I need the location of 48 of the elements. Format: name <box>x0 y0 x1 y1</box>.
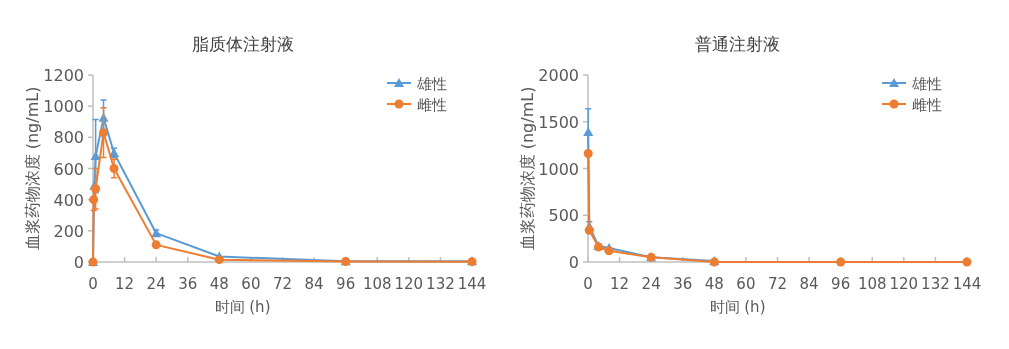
x-tick-label: 120 <box>889 275 919 293</box>
x-tick-label: 24 <box>146 275 166 293</box>
x-tick-label: 12 <box>610 275 630 293</box>
x-tick-label: 60 <box>736 275 756 293</box>
x-tick-label: 60 <box>241 275 261 293</box>
x-tick-label: 48 <box>209 275 229 293</box>
x-tick-label: 0 <box>583 275 593 293</box>
x-tick-label: 96 <box>831 275 851 293</box>
y-tick-label: 1000 <box>43 97 84 117</box>
y-tick-label: 500 <box>548 206 579 226</box>
x-tick-label: 108 <box>362 275 392 293</box>
x-tick-label: 36 <box>673 275 693 293</box>
legend-label: 雌性 <box>912 96 942 114</box>
x-tick-label: 24 <box>641 275 661 293</box>
y-tick-label: 1500 <box>538 112 579 132</box>
x-tick-label: 144 <box>952 275 982 293</box>
legend-label: 雌性 <box>417 96 447 114</box>
y-tick-label: 800 <box>53 128 84 148</box>
x-tick-label: 84 <box>304 275 324 293</box>
x-tick-label: 144 <box>457 275 487 293</box>
x-tick-label: 132 <box>426 275 455 293</box>
y-axis-title: 血浆药物浓度 (ng/mL) <box>23 86 42 251</box>
x-axis-title: 时间 (h) <box>214 298 271 316</box>
x-tick-label: 72 <box>767 275 788 293</box>
y-tick-label: 600 <box>53 159 84 179</box>
y-tick-label: 0 <box>568 253 579 272</box>
chart-title: 脂质体注射液 <box>191 34 294 54</box>
y-axis-title: 血浆药物浓度 (ng/mL) <box>518 86 537 251</box>
x-tick-label: 12 <box>115 275 135 293</box>
x-axis-title: 时间 (h) <box>709 298 766 316</box>
y-tick-label: 1000 <box>538 159 579 179</box>
legend-label: 雄性 <box>911 75 942 93</box>
x-tick-label: 48 <box>704 275 724 293</box>
x-tick-label: 120 <box>394 275 424 293</box>
y-tick-label: 200 <box>53 221 84 241</box>
x-tick-label: 36 <box>178 275 198 293</box>
chart-title: 普通注射液 <box>695 34 780 54</box>
x-tick-label: 0 <box>88 275 98 293</box>
y-tick-label: 0 <box>73 253 84 272</box>
x-tick-label: 132 <box>921 275 950 293</box>
y-tick-label: 1200 <box>43 66 84 85</box>
x-tick-label: 96 <box>336 275 356 293</box>
x-tick-label: 108 <box>857 275 887 293</box>
y-tick-label: 2000 <box>538 66 579 85</box>
x-tick-label: 72 <box>272 275 293 293</box>
x-tick-label: 84 <box>799 275 819 293</box>
y-tick-label: 400 <box>53 190 84 210</box>
legend-label: 雄性 <box>416 75 447 93</box>
